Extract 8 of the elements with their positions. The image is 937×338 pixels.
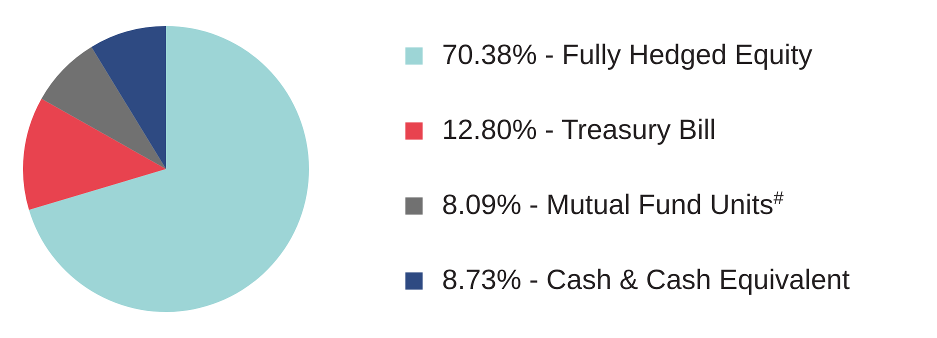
pie-slice	[23, 98, 166, 210]
pie-slice	[28, 26, 309, 312]
legend-label: 8.73% - Cash & Cash Equivalent	[442, 264, 850, 295]
legend-label: 70.38% - Fully Hedged Equity	[442, 39, 812, 70]
pie-slice	[91, 26, 166, 169]
legend-label: 12.80% - Treasury Bill	[442, 114, 716, 145]
pie-slice	[41, 46, 166, 169]
legend-label: 8.09% - Mutual Fund Units$^{#}$	[442, 188, 784, 220]
